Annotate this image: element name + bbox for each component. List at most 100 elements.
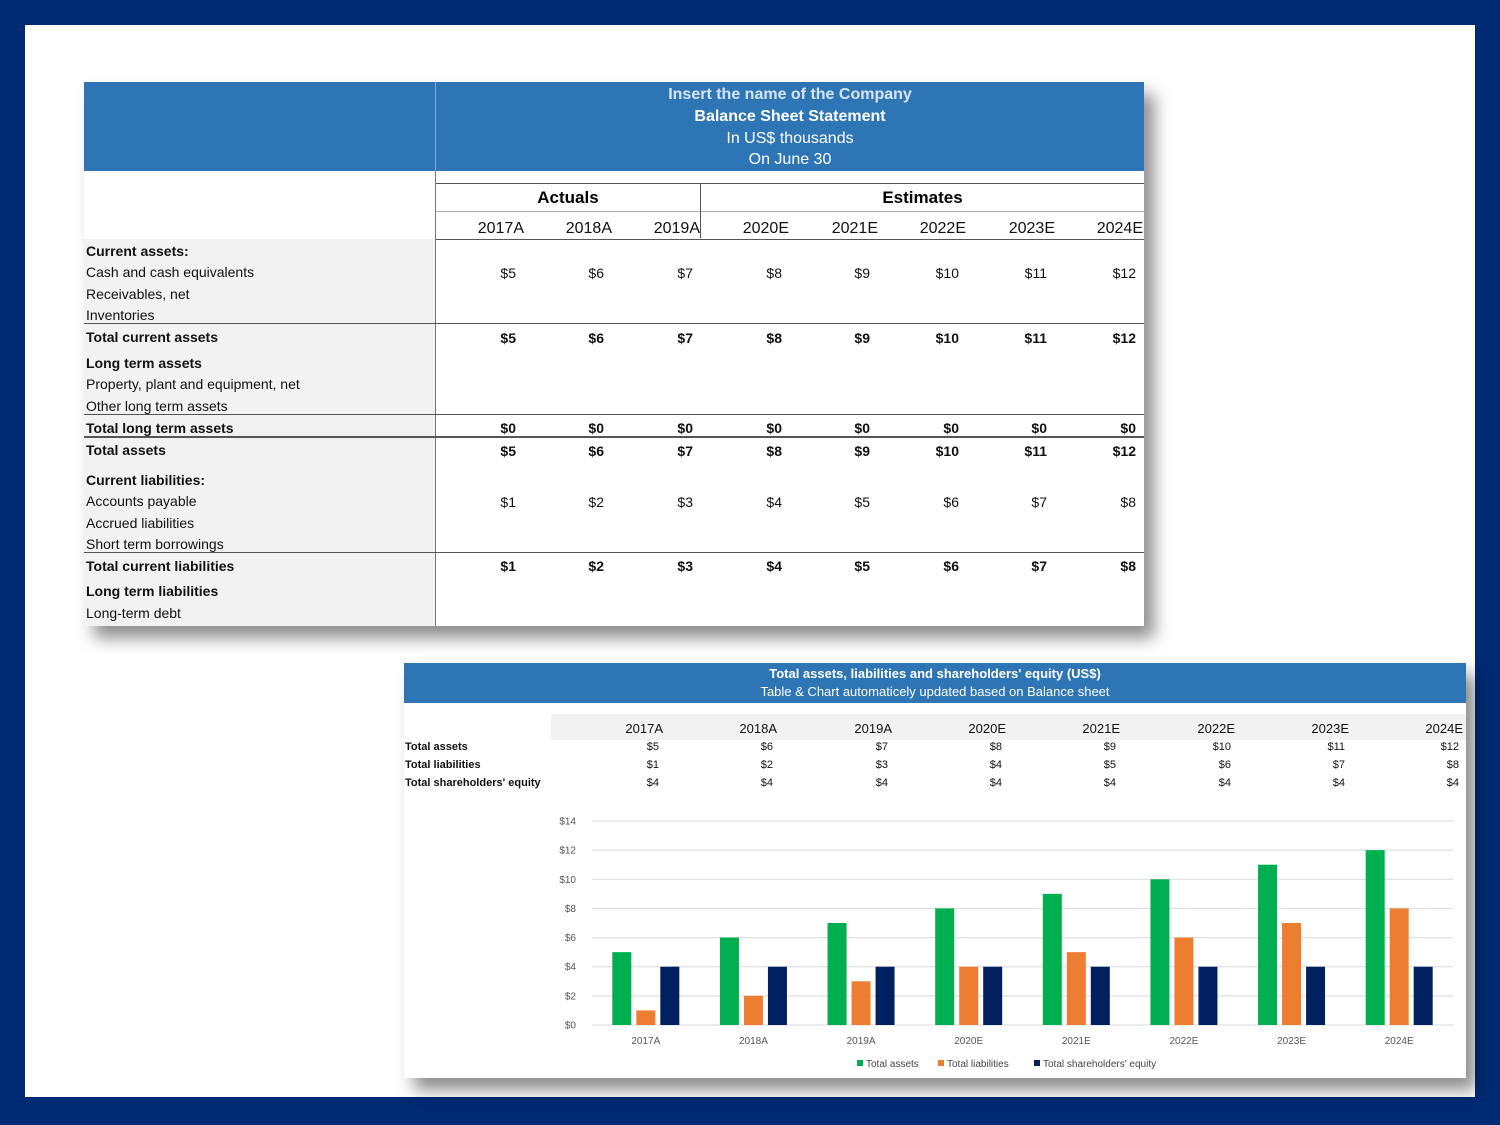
row-label-long-term-assets: Long term assets xyxy=(86,355,202,371)
year-header: 2021E xyxy=(831,220,878,237)
label-bg xyxy=(84,416,435,438)
y-tick-label: $0 xyxy=(565,1021,577,1032)
panel-value: $4 xyxy=(760,777,773,789)
year-header: 2018A xyxy=(565,220,612,237)
row-label-long-term-debt: Long-term debt xyxy=(86,605,181,621)
value-cell: $12 xyxy=(1112,265,1136,281)
value-cell: $6 xyxy=(943,494,959,510)
bar xyxy=(743,995,763,1025)
canvas: Insert the name of the Company Balance S… xyxy=(25,25,1475,1097)
panel-value: $6 xyxy=(1218,759,1231,771)
balance-sheet-panel: Insert the name of the Company Balance S… xyxy=(84,82,1144,626)
panel-value: $7 xyxy=(1332,759,1345,771)
bar xyxy=(827,923,847,1025)
value-cell: $8 xyxy=(766,265,782,281)
row-divider xyxy=(84,552,1144,553)
year-header: 2024E xyxy=(1096,220,1143,237)
value-cell: $8 xyxy=(766,443,782,459)
panel-subtitle: Table & Chart automaticely updated based… xyxy=(760,684,1110,699)
panel-year-bar xyxy=(551,714,1466,740)
value-cell: $7 xyxy=(1031,494,1047,510)
y-tick-label: $6 xyxy=(565,933,577,944)
row-divider xyxy=(84,436,1144,438)
value-cell: $5 xyxy=(500,330,516,346)
row-label-current-assets: Current assets: xyxy=(86,243,189,259)
bar xyxy=(875,966,895,1025)
panel-year-header: 2021E xyxy=(1082,721,1120,736)
bar xyxy=(851,981,871,1025)
label-bg xyxy=(84,239,435,326)
value-cell: $2 xyxy=(588,558,604,574)
legend-item: Total assets xyxy=(857,1059,919,1070)
year-header: 2020E xyxy=(742,220,789,237)
value-cell: $11 xyxy=(1024,330,1047,346)
row-divider xyxy=(84,323,1144,324)
value-cell: $0 xyxy=(854,420,870,436)
company-name[interactable]: Insert the name of the Company xyxy=(668,86,912,103)
value-cell: $9 xyxy=(854,265,870,281)
bar xyxy=(1306,966,1326,1025)
label-bg xyxy=(84,326,435,416)
legend-label: Total liabilities xyxy=(947,1059,1009,1070)
value-cell: $3 xyxy=(677,494,693,510)
year-header: 2022E xyxy=(919,220,966,237)
value-cell: $8 xyxy=(1120,558,1136,574)
panel-year-header: 2018A xyxy=(739,721,777,736)
row-label-accounts-payable: Accounts payable xyxy=(86,493,197,509)
row-label-inventories: Inventories xyxy=(86,307,155,323)
y-tick-label: $14 xyxy=(559,817,576,828)
group-actuals: Actuals xyxy=(436,183,701,212)
bar xyxy=(1389,908,1409,1025)
value-cell: $10 xyxy=(935,265,959,281)
x-tick-label: 2019A xyxy=(847,1036,876,1047)
panel-value: $4 xyxy=(989,777,1002,789)
value-cell: $4 xyxy=(766,494,782,510)
value-cell: $12 xyxy=(1112,443,1136,459)
value-cell: $8 xyxy=(766,330,782,346)
legend-swatch xyxy=(857,1060,863,1066)
panel-value: $9 xyxy=(1103,741,1116,753)
panel-value: $7 xyxy=(875,741,888,753)
value-cell: $0 xyxy=(677,420,693,436)
value-cell: $5 xyxy=(854,494,870,510)
x-tick-label: 2021E xyxy=(1062,1036,1091,1047)
panel-row-label: Total assets xyxy=(405,741,468,753)
panel-value: $4 xyxy=(989,759,1002,771)
row-label-total-current-assets: Total current assets xyxy=(86,329,219,345)
value-cell: $6 xyxy=(588,265,604,281)
label-bg xyxy=(84,555,435,626)
y-tick-label: $10 xyxy=(559,875,576,886)
panel-value: $4 xyxy=(1446,777,1459,789)
sheet-header: Insert the name of the Company Balance S… xyxy=(84,82,1144,171)
value-cell: $6 xyxy=(588,443,604,459)
value-cell: $6 xyxy=(943,558,959,574)
panel-row-label: Total liabilities xyxy=(405,759,481,771)
value-cell: $7 xyxy=(1031,558,1047,574)
value-cell: $6 xyxy=(588,330,604,346)
row-label-total-current-liabilities: Total current liabilities xyxy=(86,558,235,574)
row-label-total-long-term-assets: Total long term assets xyxy=(86,420,234,436)
value-cell: $0 xyxy=(1031,420,1047,436)
year-header-row: 2017A 2018A 2019A 2020E 2021E 2022E 2023… xyxy=(436,211,1144,240)
panel-value: $8 xyxy=(1446,759,1459,771)
row-label-cash: Cash and cash equivalents xyxy=(86,264,255,280)
legend-item: Total liabilities xyxy=(938,1059,1009,1070)
group-estimates: Estimates xyxy=(701,183,1144,212)
bar xyxy=(719,937,739,1025)
panel-value: $5 xyxy=(1103,759,1116,771)
bar-chart: $0 $2 $4 $6 $8 $10 $12 $14 2017A 2018A 2019A 2020E 2… xyxy=(559,817,1453,1047)
y-tick-label: $2 xyxy=(565,991,577,1002)
panel-row-label: Total shareholders' equity xyxy=(405,777,541,789)
x-tick-label: 2017A xyxy=(631,1036,660,1047)
panel-header: Total assets, liabilities and shareholde… xyxy=(404,663,1466,703)
row-label-total-assets: Total assets xyxy=(86,442,166,458)
bar xyxy=(636,1010,656,1025)
value-cell: $11 xyxy=(1024,265,1047,281)
panel-value: $4 xyxy=(1103,777,1116,789)
value-cell: $1 xyxy=(500,558,516,574)
panel-value: $6 xyxy=(760,741,773,753)
row-label-current-liabilities: Current liabilities: xyxy=(86,472,206,488)
legend-swatch xyxy=(938,1060,944,1066)
statement-units: In US$ thousands xyxy=(726,130,854,147)
year-header: 2023E xyxy=(1008,220,1055,237)
